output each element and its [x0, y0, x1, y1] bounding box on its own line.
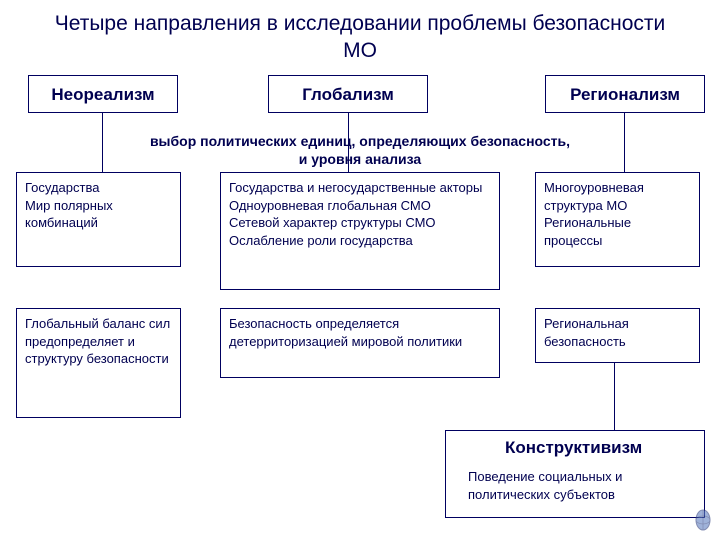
row1-globalism: Государства и негосударственные акторыОд…: [220, 172, 500, 290]
row2-globalism: Безопасность определяется детерриторизац…: [220, 308, 500, 378]
header-regionalism: Регионализм: [545, 75, 705, 113]
connector-constructivism: [614, 363, 615, 430]
logo-icon: [694, 508, 712, 532]
row2-neorealism: Глобальный баланс сил предопределяет и с…: [16, 308, 181, 418]
row2-regionalism: Региональная безопасность: [535, 308, 700, 363]
row1-neorealism: ГосударстваМир полярных комбинаций: [16, 172, 181, 267]
constructivism-label: Конструктивизм: [505, 438, 642, 458]
header-neorealism: Неореализм: [28, 75, 178, 113]
header-globalism: Глобализм: [268, 75, 428, 113]
subheader: выбор политических единиц, определяющих …: [0, 132, 720, 168]
page-title: Четыре направления в исследовании пробле…: [0, 0, 720, 73]
constructivism-desc: Поведение социальных и политических субъ…: [468, 468, 688, 503]
row1-regionalism: Многоуровневая структура МОРегиональные …: [535, 172, 700, 267]
